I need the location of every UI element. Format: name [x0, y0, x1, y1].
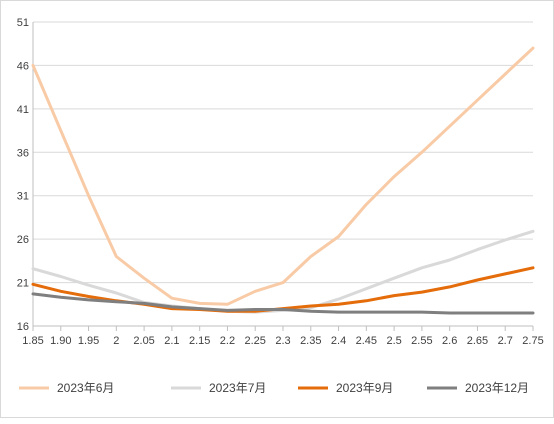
x-tick-label: 2	[113, 335, 119, 347]
y-tick-labels: 16 21 26 31 36 41 46 51	[17, 17, 29, 333]
x-tick-label: 2.45	[356, 335, 377, 347]
x-tick-label: 2.65	[467, 335, 488, 347]
y-tick-label: 26	[17, 234, 29, 246]
legend-label: 2023年9月	[336, 381, 393, 395]
x-tick-label: 1.90	[50, 335, 71, 347]
y-tick-label: 21	[17, 278, 29, 290]
x-tick-label: 2.3	[275, 335, 290, 347]
x-tick-label: 2.1	[164, 335, 179, 347]
legend-label: 2023年7月	[209, 381, 266, 395]
y-tick-label: 41	[17, 104, 29, 116]
y-tick-label: 36	[17, 147, 29, 159]
x-tick-label: 2.25	[245, 335, 266, 347]
y-tick-label: 31	[17, 191, 29, 203]
x-tick-label: 2.4	[331, 335, 346, 347]
x-tick-label: 2.6	[442, 335, 457, 347]
series-line-1	[31, 46, 535, 306]
x-tick-label: 2.55	[411, 335, 432, 347]
series-lines	[31, 46, 535, 315]
x-tick-label: 2.7	[498, 335, 513, 347]
x-tick-label: 2.2	[220, 335, 235, 347]
x-tick-label: 2.5	[386, 335, 401, 347]
x-tick-label: 1.95	[78, 335, 99, 347]
y-tick-label: 16	[17, 321, 29, 333]
series-line-4	[31, 292, 535, 315]
legend-label: 2023年6月	[57, 381, 114, 395]
axes	[32, 22, 534, 331]
y-tick-label: 46	[17, 60, 29, 72]
x-tick-label: 2.35	[300, 335, 321, 347]
gridlines	[33, 21, 533, 284]
x-tick-label: 2.15	[189, 335, 210, 347]
legend-label: 2023年12月	[465, 381, 529, 395]
x-tick-label: 2.05	[133, 335, 154, 347]
x-tick-label: 1.85	[22, 335, 43, 347]
y-tick-label: 51	[17, 17, 29, 29]
x-tick-label: 2.75	[522, 335, 543, 347]
x-tick-labels: 1.85 1.90 1.95 2 2.05 2.1 2.15 2.2 2.25 2.3 2.35 2.…	[22, 335, 543, 347]
legend: 2023年6月 2023年7月 2023年9月 2023年12月	[19, 381, 529, 395]
